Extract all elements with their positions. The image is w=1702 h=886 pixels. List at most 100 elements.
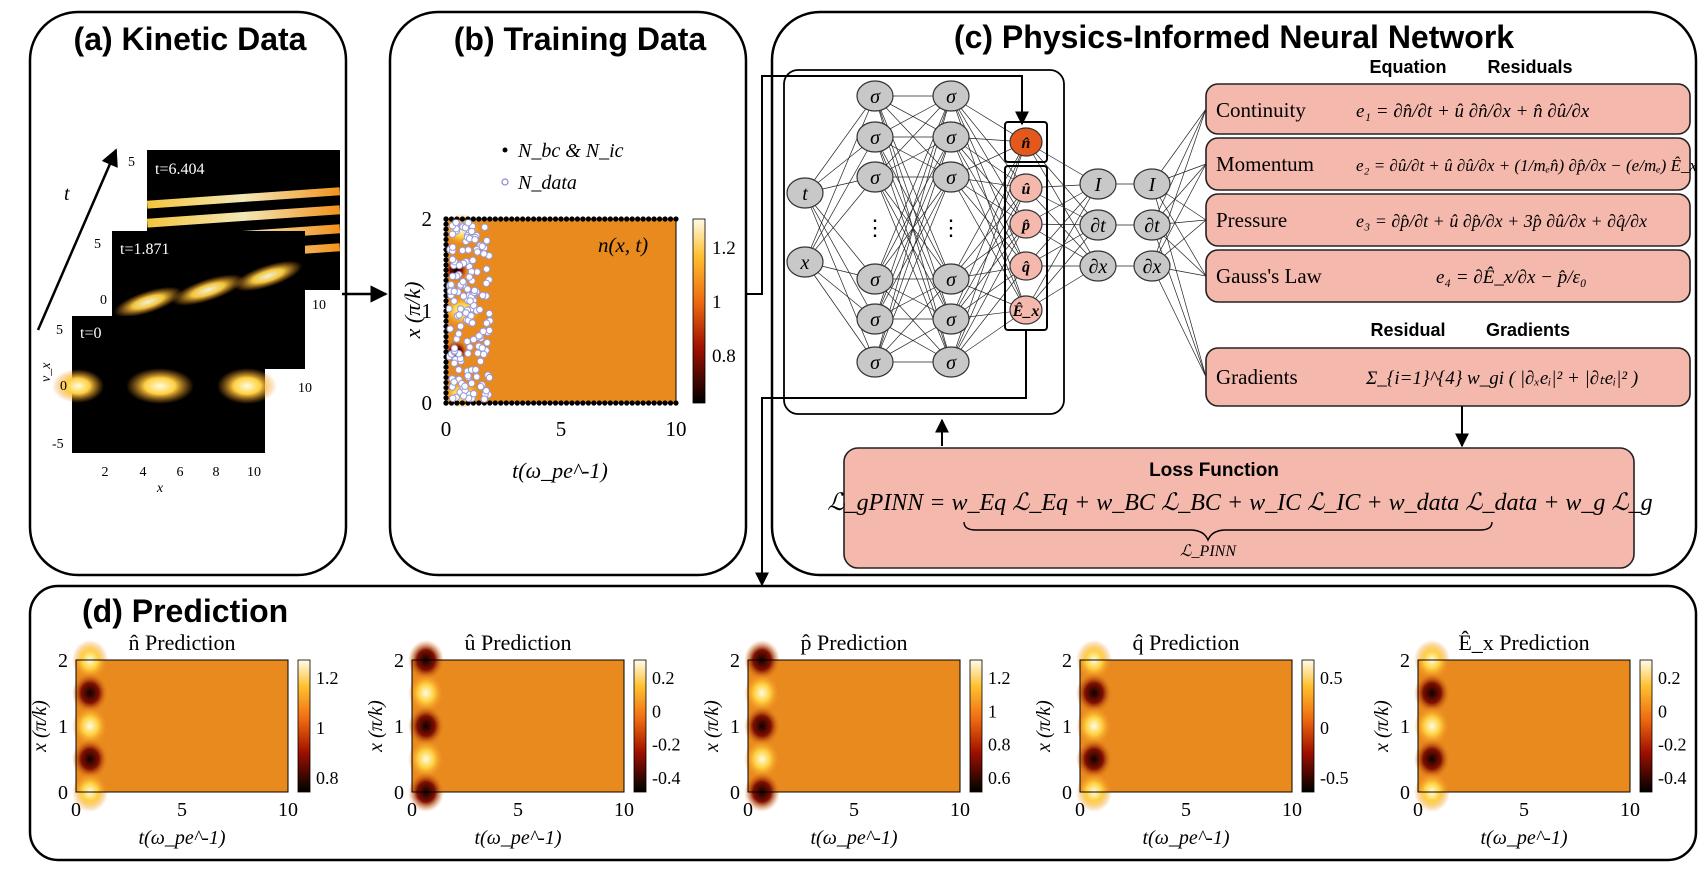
y-tick: 0 <box>1062 782 1072 804</box>
heat-spot <box>744 706 780 746</box>
gradients-box <box>1205 347 1691 407</box>
sigma-node <box>932 161 970 193</box>
edge-output-operator <box>1025 187 1099 267</box>
header-residual: Residual <box>1370 320 1445 340</box>
x-tick: 6 <box>177 465 184 480</box>
input-node <box>786 246 824 278</box>
output-node-label: n̂ <box>1022 135 1031 152</box>
data-point <box>446 325 454 333</box>
data-point <box>466 297 474 305</box>
edge-operator-equation <box>1151 265 1207 378</box>
panel-b-title: (b) Training Data <box>454 21 707 57</box>
sigma-node <box>856 263 894 295</box>
data-point <box>455 366 463 374</box>
edge-hidden2-output <box>950 141 1027 280</box>
edge-hidden2-output <box>950 187 1027 280</box>
eq-name: Pressure <box>1216 208 1287 232</box>
x-tick: 0 <box>1413 799 1423 821</box>
data-point <box>469 335 478 344</box>
y-axis-label: x (π/k) <box>701 700 723 753</box>
ellipsis-dots: ⋮ <box>940 215 962 240</box>
frame-tick: 0 <box>100 293 107 308</box>
x-tick: 10 <box>278 799 298 821</box>
sigma-node-label: σ <box>946 309 957 331</box>
data-point <box>480 250 488 258</box>
edge-operator-equation <box>1151 108 1207 267</box>
loss-title: Loss Function <box>1149 460 1279 481</box>
sigma-node-label: σ <box>946 127 957 149</box>
operator-node <box>1133 250 1171 282</box>
data-point <box>448 230 457 238</box>
sigma-node <box>932 346 970 378</box>
eq-formula: e₂ = ∂û/∂t + û ∂û/∂x + (1/mₑn̂) ∂p̂/∂x −… <box>1356 156 1697 175</box>
cbar-tick: -0.4 <box>652 768 681 788</box>
prediction-title: û Prediction <box>465 630 572 655</box>
edge-hidden1-hidden2 <box>874 278 952 363</box>
prediction-plot-frame <box>1079 659 1293 793</box>
panel-d-title: (d) Prediction <box>82 593 288 629</box>
input-node-label: t <box>802 183 808 205</box>
sigma-node-label: σ <box>946 86 957 108</box>
phase-blob <box>113 286 183 318</box>
sigma-node <box>856 161 894 193</box>
operator-node-label: ∂x <box>1143 256 1162 278</box>
cbar-tick: 1.2 <box>712 238 736 259</box>
data-point <box>452 218 460 227</box>
y-tick: 0 <box>58 782 68 804</box>
field-label: n(x, t) <box>598 233 648 257</box>
data-point <box>482 319 491 327</box>
data-point <box>450 297 458 305</box>
x-tick: 8 <box>213 465 220 480</box>
x-tick: 10 <box>1620 799 1640 821</box>
output-node <box>1009 173 1043 203</box>
frame-tick: 0 <box>60 379 67 394</box>
frame-right-tick: 10 <box>298 381 312 396</box>
data-point <box>471 236 479 244</box>
edge-input-hidden1 <box>804 95 876 263</box>
edge-input-hidden1 <box>804 192 876 320</box>
edge-hidden2-output <box>950 95 1027 189</box>
heat-spot <box>1414 739 1450 779</box>
y-tick: 1 <box>58 716 68 738</box>
data-point <box>448 255 457 264</box>
data-point <box>456 322 465 330</box>
gradients-formula: Σ_{i=1}^{4} w_gi ( |∂ₓeᵢ|² + |∂ₜeᵢ|² ) <box>1365 368 1638 389</box>
panel-c-title: (c) Physics-Informed Neural Network <box>954 19 1514 55</box>
heat-spot <box>1414 673 1450 713</box>
equation-box-momentum <box>1205 137 1691 191</box>
data-point <box>450 287 458 296</box>
panel-a: (a) Kinetic Data t t=6.404 5 t=1.871 <box>28 10 348 577</box>
cbar-tick: 0.5 <box>1320 668 1343 688</box>
prediction-heatmap <box>1418 660 1630 792</box>
sigma-node-label: σ <box>870 352 881 374</box>
edge-hidden1-hidden2 <box>874 176 952 363</box>
x-tick: 0 <box>1075 799 1085 821</box>
edge-hidden2-output <box>950 223 1027 363</box>
data-point <box>450 359 458 367</box>
prediction-title: Ê_x Prediction <box>1458 630 1589 655</box>
frame-right-tick: 10 <box>312 298 326 313</box>
operator-node <box>1133 168 1171 200</box>
data-point <box>455 261 464 270</box>
prediction-heatmap <box>748 660 960 792</box>
y-tick: 1 <box>730 716 740 738</box>
data-point <box>463 337 471 346</box>
sigma-node-label: σ <box>870 127 881 149</box>
y-tick: 0 <box>1400 782 1410 804</box>
eq-name: Momentum <box>1216 152 1314 176</box>
data-point <box>459 292 468 300</box>
prediction-plot: p̂ Prediction 00 5 1 10 2 t(ω_pe^-1) x (π/k) 1.2… <box>701 630 1011 849</box>
cbar-tick: 0.8 <box>988 735 1011 755</box>
edge-output-operator <box>1025 224 1099 311</box>
phase-blob <box>171 274 245 306</box>
output-node-label: q̂ <box>1022 259 1030 276</box>
edge-input-hidden1 <box>804 192 876 363</box>
cbar-tick: 1 <box>988 701 997 721</box>
prediction-plot: n̂ Prediction 00 5 1 10 2 t(ω_pe^-1) x (π/k) 1.2… <box>29 630 339 849</box>
heat-spot <box>1076 706 1112 746</box>
cbar-tick: 0.8 <box>712 346 736 367</box>
operator-node-label: ∂t <box>1144 215 1160 237</box>
x-tick: 5 <box>1519 799 1529 821</box>
